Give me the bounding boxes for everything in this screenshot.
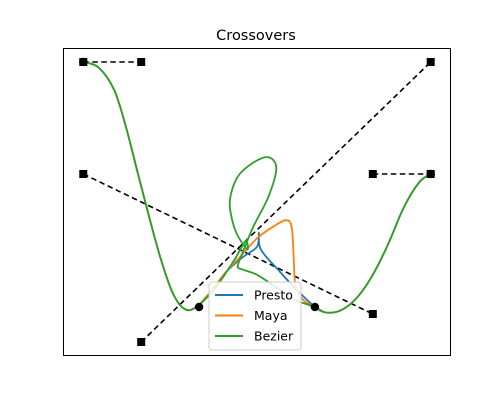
legend-box (208, 281, 302, 351)
knot-marker-3 (310, 302, 320, 312)
legend: Presto Maya Bezier (208, 281, 302, 351)
markers-layer (79, 57, 435, 346)
tangent-line-3 (140, 61, 432, 343)
square-marker-2-2 (368, 310, 377, 318)
square-marker-3-1 (137, 338, 146, 346)
knot-marker-4 (426, 169, 435, 179)
square-marker-2-1 (79, 170, 88, 178)
square-marker-4-1 (368, 170, 377, 178)
square-marker-1-2 (137, 58, 146, 66)
legend-items: Presto Maya Bezier (215, 288, 294, 344)
tangent-lines-layer (82, 61, 432, 343)
knot-marker-2 (194, 302, 204, 312)
series-layer (82, 61, 432, 314)
plot-frame (63, 48, 451, 356)
knot-marker-1 (79, 57, 88, 67)
square-marker-3-2 (426, 58, 435, 66)
series-line-bezier (82, 61, 432, 314)
legend-label-bezier: Bezier (254, 329, 294, 344)
chart-title: Crossovers (216, 28, 296, 44)
legend-label-maya: Maya (254, 308, 288, 323)
legend-label-presto: Presto (254, 288, 293, 303)
